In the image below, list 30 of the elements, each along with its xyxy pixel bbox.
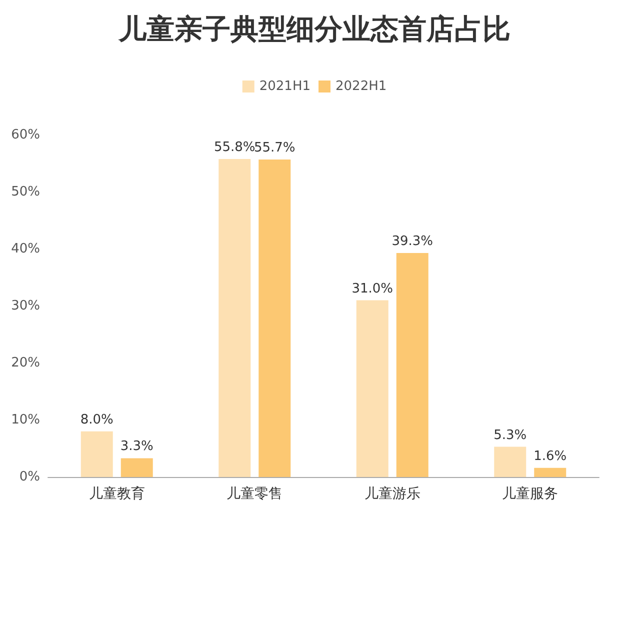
- data-label: 55.7%: [254, 140, 296, 156]
- y-tick-label: 60%: [11, 128, 40, 142]
- bar: [120, 458, 153, 477]
- legend-label: 2021H1: [259, 79, 311, 94]
- bar: [218, 158, 251, 477]
- bar: [80, 431, 113, 477]
- data-label: 31.0%: [352, 281, 394, 296]
- data-label: 3.3%: [120, 439, 154, 454]
- chart-title: 儿童亲子典型细分业态首店占比: [118, 12, 510, 46]
- bar: [534, 468, 566, 477]
- x-tick-label: 儿童零售: [226, 486, 283, 502]
- y-tick-label: 20%: [11, 356, 40, 370]
- y-tick-label: 30%: [11, 298, 40, 314]
- x-tick-label: 儿童游乐: [364, 486, 420, 502]
- data-label: 5.3%: [494, 428, 527, 443]
- data-label: 39.3%: [392, 234, 434, 249]
- x-tick-label: 儿童教育: [88, 485, 145, 502]
- data-label: 8.0%: [80, 412, 114, 428]
- y-tick-label: 40%: [11, 242, 40, 256]
- bar: [494, 446, 526, 477]
- bar: [396, 252, 428, 477]
- data-label: 1.6%: [534, 448, 567, 464]
- legend-label: 2022H1: [336, 79, 387, 94]
- bar: [356, 300, 388, 477]
- y-tick-label: 50%: [11, 184, 40, 200]
- y-tick-label: 10%: [11, 412, 40, 428]
- data-label: 55.8%: [214, 140, 256, 155]
- bar: [258, 160, 291, 477]
- x-tick-label: 儿童服务: [502, 486, 558, 502]
- y-tick-label: 0%: [19, 470, 40, 484]
